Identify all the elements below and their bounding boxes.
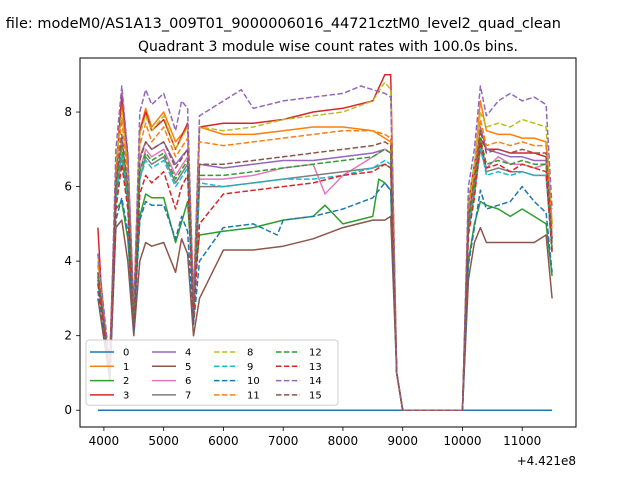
legend-label-14: 14 — [309, 376, 322, 387]
x-tick-label: 9000 — [387, 434, 418, 448]
y-tick-label: 0 — [64, 403, 72, 417]
y-tick-label: 4 — [64, 254, 72, 268]
series-layer — [97, 74, 553, 411]
x-tick-label: 5000 — [148, 434, 179, 448]
legend-label-7: 7 — [185, 390, 191, 401]
legend-label-4: 4 — [185, 348, 191, 359]
legend-label-12: 12 — [309, 348, 322, 359]
series-line-8 — [97, 81, 553, 411]
legend-label-9: 9 — [247, 362, 253, 373]
legend-label-15: 15 — [309, 390, 322, 401]
legend-label-10: 10 — [247, 376, 260, 387]
legend-label-2: 2 — [123, 376, 129, 387]
legend-label-1: 1 — [123, 362, 129, 373]
y-tick-label: 6 — [64, 180, 72, 194]
series-line-5 — [97, 215, 553, 411]
legend-label-5: 5 — [185, 362, 191, 373]
series-line-2 — [97, 178, 553, 411]
plot-area — [79, 57, 577, 428]
x-tick-label: 6000 — [208, 434, 239, 448]
figure-suptitle: n file: modeM0/AS1A13_009T01_9000006016_… — [0, 16, 561, 32]
x-axis-offset-label: +4.421e8 — [517, 454, 576, 468]
x-tick-label: 7000 — [268, 434, 299, 448]
series-line-13 — [97, 141, 553, 411]
chart-title: Quadrant 3 module wise count rates with … — [138, 39, 518, 55]
legend-frame — [85, 339, 339, 406]
legend-label-3: 3 — [123, 390, 129, 401]
legend-label-6: 6 — [185, 376, 191, 387]
legend-label-13: 13 — [309, 362, 322, 373]
x-tick-label: 4000 — [89, 434, 120, 448]
series-line-10 — [97, 182, 553, 411]
series-line-12 — [97, 137, 553, 411]
y-axis: 0 2 4 6 8 — [64, 105, 80, 417]
x-tick-label: 8000 — [328, 434, 359, 448]
series-line-15 — [97, 129, 553, 411]
y-tick-label: 8 — [64, 105, 72, 119]
x-tick-label: 11000 — [503, 434, 541, 448]
series-line-14 — [97, 85, 553, 411]
y-tick-label: 2 — [64, 329, 72, 343]
x-tick-label: 10000 — [443, 434, 481, 448]
legend-label-11: 11 — [247, 390, 260, 401]
legend-label-8: 8 — [247, 348, 253, 359]
legend-label-0: 0 — [123, 348, 129, 359]
x-axis: 4000 5000 6000 7000 8000 9000 10000 11000 — [89, 427, 541, 448]
